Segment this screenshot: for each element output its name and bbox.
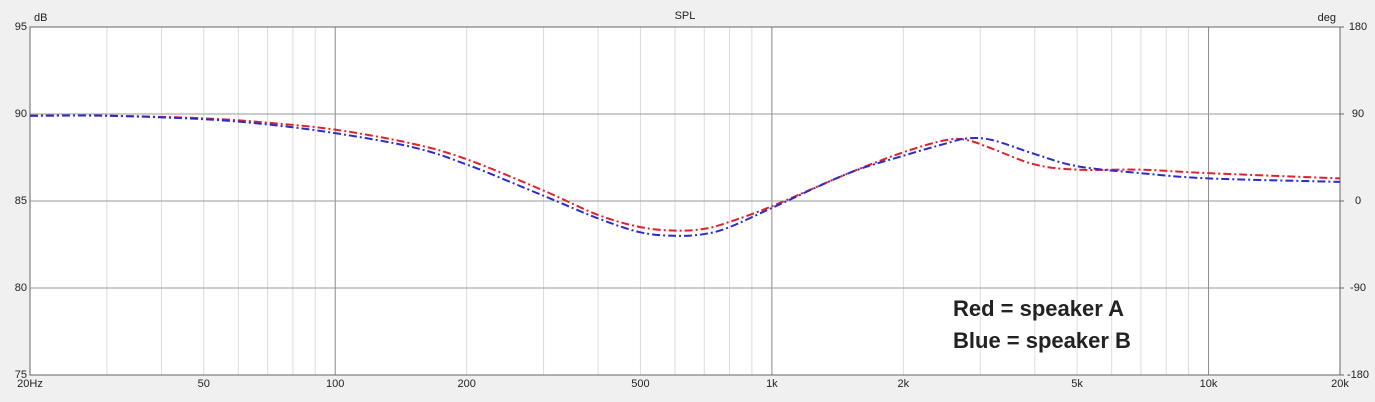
x-tick-label: 2k xyxy=(898,378,910,390)
x-tick-label: 5k xyxy=(1071,378,1083,390)
y2-tick-label: 90 xyxy=(1352,108,1364,120)
x-tick-label: 100 xyxy=(326,378,344,390)
y-axis-label: dB xyxy=(34,12,47,24)
series-line xyxy=(29,114,1341,237)
x-tick-label: 20k xyxy=(1331,378,1349,390)
x-tick-label: 10k xyxy=(1200,378,1218,390)
x-tick-label: 200 xyxy=(457,378,475,390)
x-tick-label: 1k xyxy=(766,378,778,390)
y2-tick-label: 180 xyxy=(1349,21,1367,33)
y-tick-label: 80 xyxy=(15,282,27,294)
y-tick-label: 75 xyxy=(15,369,27,381)
annotation: Blue = speaker B xyxy=(953,328,1131,353)
y2-axis-label: deg xyxy=(1318,12,1336,24)
x-tick-label: 500 xyxy=(631,378,649,390)
annotation: Red = speaker A xyxy=(953,296,1124,321)
y-tick-label: 85 xyxy=(15,195,27,207)
x-tick-label: 20Hz xyxy=(17,378,43,390)
series-line xyxy=(29,114,1341,232)
y2-tick-label: -180 xyxy=(1347,369,1369,381)
y2-tick-label: -90 xyxy=(1350,282,1366,294)
x-tick-label: 50 xyxy=(198,378,210,390)
y-tick-label: 95 xyxy=(15,21,27,33)
chart-title: SPL xyxy=(675,10,696,22)
plot-border xyxy=(29,26,1341,376)
y2-tick-label: 0 xyxy=(1355,195,1361,207)
y-tick-label: 90 xyxy=(15,108,27,120)
